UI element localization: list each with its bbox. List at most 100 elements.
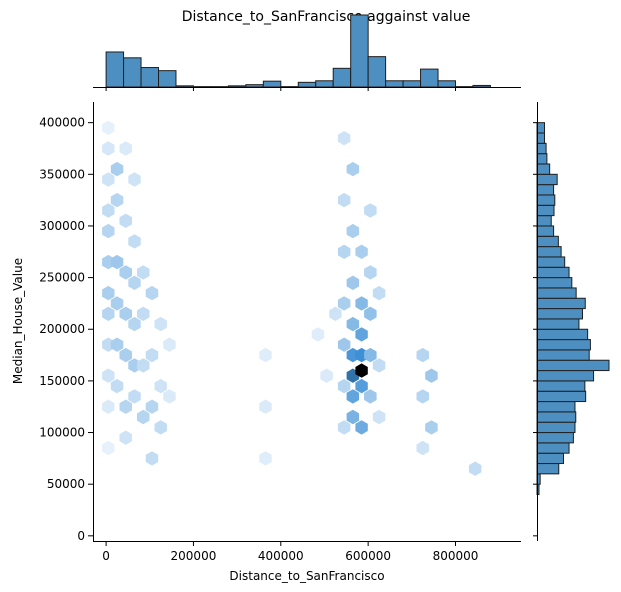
hexbin-cell [329, 306, 342, 321]
x-marginal-bar [402, 80, 422, 88]
hexbin-cell [102, 172, 115, 187]
hexbin-cell [355, 363, 368, 378]
y-marginal-bar [536, 411, 577, 423]
hexbin-cell [110, 161, 124, 177]
hexbin-cell [110, 254, 124, 270]
x-marginal-bars [105, 14, 491, 88]
y-tick-label: 400000 [39, 116, 85, 130]
hexbin-cell [128, 275, 141, 290]
hexbin-cell [355, 420, 368, 435]
hexbin-cell [346, 223, 360, 239]
hexbin-cell [128, 316, 141, 332]
x-marginal-bar [140, 67, 160, 88]
y-marginal-bar [536, 297, 586, 310]
hexbin-cell [346, 161, 360, 177]
y-marginal-ticks [533, 122, 537, 537]
hexbin-cell [119, 399, 132, 414]
x-marginal-bar [262, 80, 282, 88]
x-marginal-bar [420, 68, 439, 88]
hexbin-cell [137, 409, 150, 425]
y-marginal-bar [536, 122, 546, 134]
y-marginal-bar [536, 359, 610, 372]
hexbin-cell [259, 451, 272, 466]
hexbin-cell [468, 461, 482, 476]
hexbin-cell [119, 347, 132, 363]
hexbin-cell [119, 213, 132, 228]
chart-title: Distance_to_SanFrancisco aggainst value [182, 9, 471, 25]
x-marginal-bar [158, 70, 177, 88]
hexbin-cell [102, 368, 115, 383]
hexbin-cell [337, 244, 351, 259]
y-tick-label: 200000 [39, 322, 85, 336]
hexbin-cell [102, 399, 115, 414]
y-marginal-bar [536, 432, 574, 444]
y-tick-label: 300000 [39, 219, 85, 233]
hexbin-cell [145, 347, 159, 363]
y-marginal-bar [536, 194, 556, 206]
hexbin-cell [372, 285, 386, 301]
hexbin-cell [145, 285, 159, 301]
hexbin-cell [372, 358, 386, 373]
y-marginal-bar [536, 349, 590, 361]
x-marginal-bar [350, 14, 369, 88]
y-marginal-bar [536, 318, 580, 330]
hexbin-cell [102, 120, 115, 135]
y-tick-label: 0 [77, 529, 85, 543]
hexbin-cell [337, 337, 351, 352]
x-marginal-bar [472, 84, 491, 88]
y-marginal-bar [536, 163, 551, 175]
y-marginal-bar [536, 132, 546, 144]
y-marginal-bar [536, 225, 555, 237]
x-marginal-bar [332, 67, 352, 88]
hexbin-cell [364, 203, 377, 218]
hexbin-cell [128, 172, 141, 187]
hexbin-cell [337, 296, 351, 311]
y-marginal-bars [536, 122, 610, 496]
x-marginal-bar [315, 80, 334, 88]
hexbin-cell [337, 420, 351, 435]
hexbin-cell [163, 337, 176, 352]
x-marginal-bar [175, 85, 194, 88]
hexbin-cell [416, 347, 429, 363]
hexbin-main-plot: 0 200000 400000 600000 800000 0 50000 100000 15… [11, 102, 521, 583]
hexbin-cell [163, 389, 176, 404]
hexbin-cell [128, 234, 141, 249]
y-axis-label: Median_House_Value [11, 258, 25, 384]
hexbin-cell [346, 389, 360, 404]
hexbin-cell [145, 451, 159, 466]
hexbin-cell [346, 316, 360, 332]
hexbin-cell [355, 244, 368, 259]
y-marginal-bar [536, 277, 573, 289]
hexbin-cell [137, 358, 150, 373]
x-marginal-histogram [93, 14, 521, 91]
hexbin-cell [154, 420, 167, 435]
x-marginal-bar [437, 80, 456, 88]
y-marginal-bar [536, 266, 570, 279]
hexbin-cell [320, 368, 333, 383]
hexbin-cell [145, 399, 159, 414]
hexbin-cell [337, 192, 351, 208]
hexbin-cell [337, 378, 351, 394]
x-tick-label: 0 [102, 549, 110, 563]
hexbin-cell [137, 306, 150, 321]
x-tick-label: 800000 [433, 549, 479, 563]
hexbin-cell [102, 223, 115, 239]
hexbin-cell [102, 306, 115, 321]
hexbin-cell [425, 368, 438, 383]
y-marginal-bar [536, 401, 576, 413]
hexbin-cell [416, 389, 429, 404]
y-marginal-bar [536, 142, 547, 155]
hexbin-cell [311, 327, 325, 342]
x-marginal-bar [297, 81, 317, 88]
x-tick-label: 600000 [345, 549, 391, 563]
hexbin-cell [355, 296, 368, 311]
hexbin-cell [102, 440, 115, 456]
hexbin-cell [346, 275, 360, 290]
hexbin-cell [110, 192, 124, 208]
y-marginal-bar [536, 380, 586, 392]
y-marginal-bar [536, 184, 555, 196]
hexbin-cell [128, 389, 141, 404]
y-marginal-bar [536, 452, 565, 465]
hexbin-cell [425, 420, 438, 435]
